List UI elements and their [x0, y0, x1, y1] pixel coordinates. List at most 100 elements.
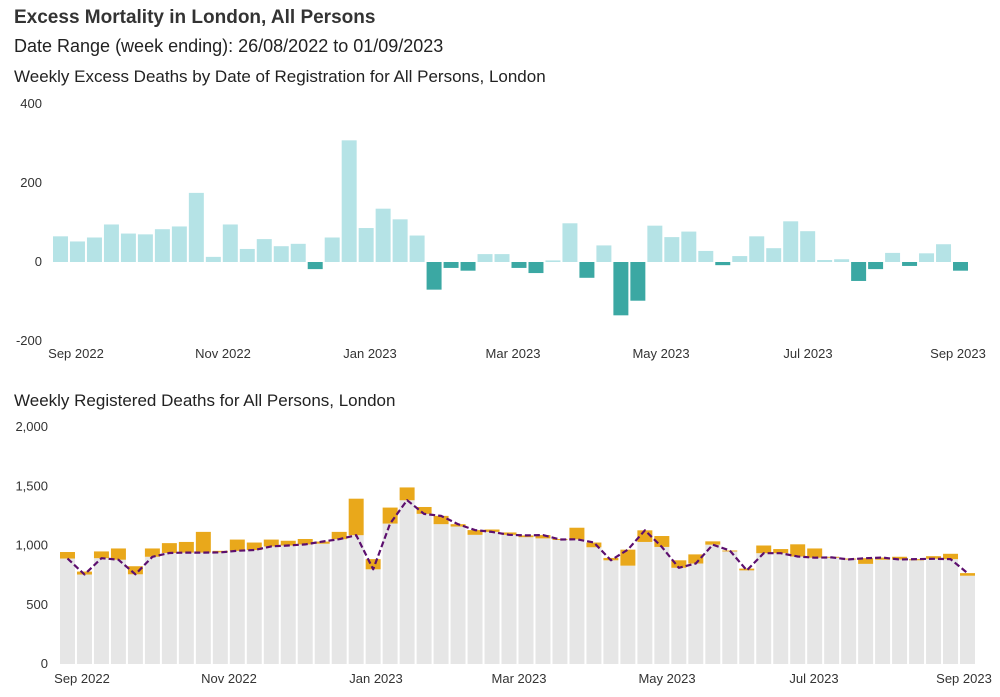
registered-bar — [535, 538, 551, 664]
excess-bar — [647, 225, 663, 262]
excess-cap — [875, 557, 891, 560]
excess-cap — [195, 531, 211, 553]
x-tick-label: May 2023 — [632, 346, 689, 361]
registered-bar — [909, 560, 925, 664]
excess-bar — [579, 262, 595, 278]
excess-cap — [501, 532, 517, 535]
x-tick-label: Nov 2022 — [195, 346, 251, 361]
excess-cap — [93, 551, 109, 559]
excess-bar — [885, 252, 901, 262]
excess-bar — [426, 262, 442, 290]
x-tick-label: May 2023 — [638, 671, 695, 686]
x-tick-label: Mar 2023 — [486, 346, 541, 361]
excess-cap — [467, 530, 483, 535]
registered-bar — [926, 558, 942, 664]
y-tick-label: 1,000 — [15, 538, 48, 553]
registered-bar — [93, 558, 109, 664]
excess-bar — [817, 260, 833, 262]
registered-bar — [824, 557, 840, 664]
excess-bar — [324, 237, 340, 262]
registered-bar — [382, 523, 398, 664]
excess-cap — [127, 566, 143, 575]
excess-cap — [110, 548, 126, 560]
excess-bar — [307, 262, 323, 270]
excess-cap — [637, 530, 653, 542]
excess-cap — [943, 553, 959, 560]
excess-bar — [273, 246, 289, 262]
registered-bar — [212, 552, 228, 664]
excess-bar — [919, 253, 935, 262]
excess-bar — [902, 262, 918, 266]
excess-cap — [552, 538, 568, 540]
excess-bar — [681, 231, 697, 262]
excess-bar — [375, 208, 391, 262]
x-tick-label: Jan 2023 — [349, 671, 403, 686]
registered-bar — [331, 539, 347, 664]
y-tick-label: -200 — [16, 333, 42, 348]
registered-bar — [433, 524, 449, 664]
registered-bar — [569, 539, 585, 664]
excess-bar — [341, 140, 357, 262]
excess-bar — [171, 226, 187, 262]
excess-cap — [892, 556, 908, 560]
excess-bar — [834, 259, 850, 262]
registered-bar — [161, 552, 177, 664]
excess-cap — [331, 531, 347, 540]
excess-cap — [450, 524, 466, 527]
registered-bar — [637, 541, 653, 664]
excess-bar — [868, 262, 884, 270]
excess-bar — [698, 250, 714, 262]
y-tick-label: 500 — [26, 597, 48, 612]
excess-cap — [739, 568, 755, 571]
excess-bar — [545, 260, 561, 262]
registered-bar — [654, 546, 670, 664]
registered-bar — [620, 565, 636, 664]
excess-cap — [858, 558, 874, 564]
excess-bar — [205, 256, 221, 262]
excess-cap — [790, 544, 806, 557]
expected-deaths-line — [66, 499, 969, 576]
x-tick-label: Jul 2023 — [783, 346, 832, 361]
excess-cap — [382, 507, 398, 524]
excess-cap — [569, 527, 585, 540]
excess-cap — [620, 549, 636, 566]
excess-bar — [103, 224, 119, 262]
excess-cap — [586, 542, 602, 548]
registered-bar — [365, 569, 381, 664]
excess-cap — [433, 515, 449, 525]
excess-cap — [246, 542, 262, 551]
excess-cap — [263, 539, 279, 547]
registered-bar — [705, 544, 721, 664]
excess-bar — [936, 244, 952, 262]
excess-cap — [229, 539, 245, 551]
y-tick-label: 1,500 — [15, 478, 48, 493]
registered-bar — [892, 559, 908, 664]
registered-bar — [722, 551, 738, 664]
x-tick-label: Jan 2023 — [343, 346, 397, 361]
excess-cap — [212, 550, 228, 553]
excess-bar — [528, 262, 544, 274]
registered-bar — [586, 547, 602, 664]
registered-bar — [858, 563, 874, 664]
excess-bar — [664, 237, 680, 262]
registered-bar — [348, 535, 364, 664]
excess-bar — [953, 262, 968, 271]
page-subtitle: Date Range (week ending): 26/08/2022 to … — [14, 36, 444, 56]
registered-bar — [773, 553, 789, 664]
excess-cap — [416, 506, 432, 514]
registered-bar — [739, 570, 755, 664]
excess-cap — [484, 529, 500, 532]
registered-bar — [60, 558, 75, 664]
excess-bar — [69, 241, 85, 262]
registered-bar — [518, 537, 534, 664]
x-tick-label: Sep 2022 — [48, 346, 104, 361]
excess-bar — [596, 245, 612, 262]
excess-bar — [256, 239, 272, 262]
registered-bar — [756, 553, 772, 664]
registered-bar — [807, 557, 823, 664]
registered-bar — [246, 550, 262, 664]
excess-bar — [562, 223, 578, 262]
y-tick-label: 0 — [35, 254, 42, 269]
registered-bar — [603, 560, 619, 664]
